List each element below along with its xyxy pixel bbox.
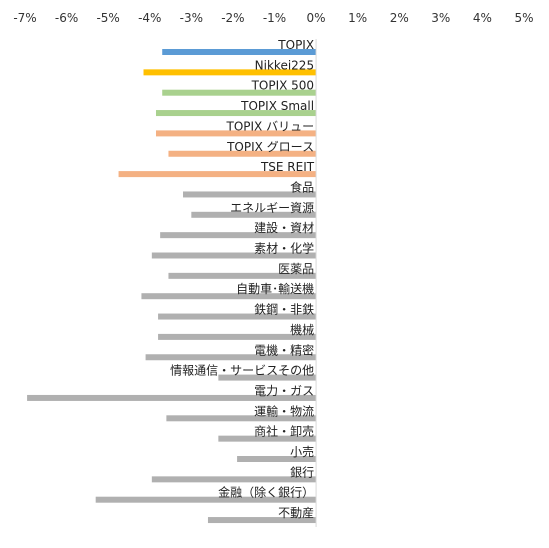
bar — [168, 272, 317, 279]
x-tick-label: -1% — [263, 11, 286, 25]
category-label: TOPIX Small — [240, 99, 314, 113]
category-label: 建設・資材 — [254, 220, 314, 235]
category-label: 運輸・物流 — [254, 403, 314, 418]
bar — [162, 49, 317, 55]
bar — [155, 130, 317, 137]
bar — [218, 374, 317, 381]
x-tick-label: 1% — [348, 11, 367, 25]
bar — [141, 293, 317, 300]
category-label: TSE REIT — [260, 160, 315, 174]
category-label: エネルギー資源 — [230, 201, 314, 215]
category-labels: TOPIX Nikkei225 TOPIX 500 TOPIX Small TOPIX … — [170, 38, 315, 520]
x-tick-label: 4% — [473, 11, 492, 25]
x-tick-label: -2% — [221, 11, 244, 25]
bar — [158, 313, 317, 320]
x-tick-label: 0% — [307, 11, 326, 25]
bar — [143, 69, 317, 76]
x-tick-label: -5% — [96, 11, 119, 25]
category-label: 銀行 — [290, 465, 314, 479]
bar — [27, 394, 317, 401]
category-label: 鉄鋼・非鉄 — [254, 302, 314, 317]
x-tick-label: 2% — [390, 11, 409, 25]
category-label: 商社・卸売 — [254, 424, 314, 439]
bar — [166, 415, 317, 422]
x-tick-label: 3% — [431, 11, 450, 25]
category-label: 不動産 — [278, 505, 314, 520]
bar — [218, 435, 317, 442]
x-tick-label: 5% — [514, 11, 533, 25]
category-label: 小売 — [290, 444, 314, 459]
category-label: TOPIX バリュー — [225, 119, 314, 133]
category-label: 電機・精密 — [254, 342, 314, 357]
bar — [118, 171, 317, 178]
bar — [158, 333, 317, 340]
category-label: TOPIX 500 — [251, 79, 315, 93]
bars — [27, 49, 317, 524]
category-label: 情報通信・サービスその他 — [170, 364, 314, 378]
bar — [151, 476, 317, 483]
bar — [237, 456, 317, 462]
category-label: 食品 — [290, 179, 314, 194]
bar — [160, 232, 317, 239]
x-tick-label: -4% — [138, 11, 161, 25]
x-tick-label: -6% — [55, 11, 78, 25]
bar — [162, 89, 317, 96]
bar — [95, 496, 317, 503]
bar — [145, 354, 317, 361]
category-label: 医薬品 — [278, 262, 314, 276]
bar — [151, 252, 317, 259]
category-label: Nikkei225 — [255, 58, 314, 72]
category-label: 素材・化学 — [254, 241, 314, 256]
category-label: 機械 — [290, 322, 314, 337]
category-label: 電力・ガス — [254, 384, 314, 398]
bar — [155, 110, 317, 117]
bar — [207, 517, 317, 524]
x-tick-label: -7% — [13, 11, 36, 25]
bar — [183, 191, 317, 198]
x-tick-label: -3% — [180, 11, 203, 25]
x-axis-tick-labels: -7% -6% -5% -4% -3% -2% -1% 0% 1% 2% 3% 4% 5% — [13, 11, 533, 25]
bar — [168, 150, 317, 157]
category-label: 金融（除く銀行） — [218, 485, 314, 500]
category-label: 自動車･輸送機 — [236, 281, 314, 296]
bar — [191, 211, 317, 218]
category-label: TOPIX グロース — [226, 140, 314, 154]
category-label: TOPIX — [277, 38, 314, 52]
